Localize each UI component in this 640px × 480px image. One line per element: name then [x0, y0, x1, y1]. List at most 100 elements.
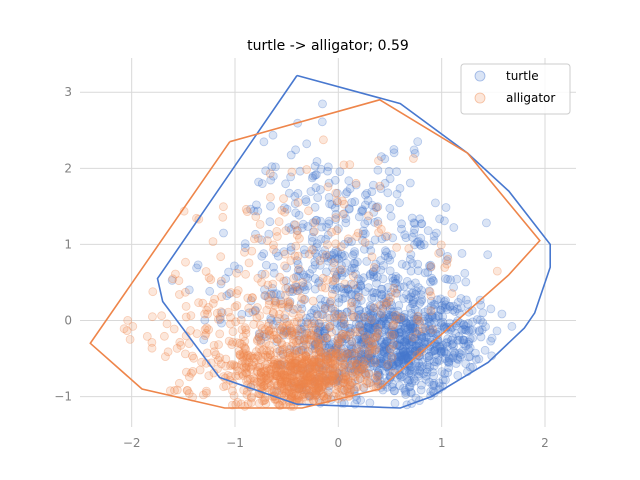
data-point — [361, 317, 371, 327]
data-point — [309, 305, 319, 315]
data-point — [388, 311, 398, 321]
data-point — [215, 315, 225, 324]
data-point — [371, 202, 381, 212]
data-point — [474, 327, 484, 337]
data-point — [405, 346, 415, 356]
data-point — [335, 352, 345, 362]
data-point — [296, 380, 306, 390]
data-point — [236, 315, 246, 325]
data-point — [405, 326, 415, 336]
data-point — [436, 318, 446, 328]
data-point — [357, 325, 367, 335]
data-point — [345, 360, 355, 370]
data-point — [409, 299, 418, 308]
data-point — [410, 240, 419, 250]
data-point — [387, 352, 397, 362]
data-point — [318, 135, 328, 145]
data-point — [363, 313, 373, 323]
data-point — [382, 362, 392, 372]
data-point — [387, 250, 396, 260]
data-point — [324, 251, 334, 260]
data-point — [400, 309, 410, 319]
data-point — [443, 368, 453, 378]
data-point — [459, 320, 469, 330]
data-point — [410, 334, 420, 344]
data-point — [402, 352, 412, 362]
data-point — [310, 218, 320, 228]
data-point — [429, 371, 439, 381]
data-point — [368, 321, 378, 331]
data-point — [324, 322, 334, 332]
data-point — [288, 284, 298, 294]
data-point — [292, 286, 302, 295]
data-point — [476, 300, 486, 310]
data-point — [339, 360, 349, 369]
data-point — [202, 323, 212, 333]
data-point — [400, 351, 409, 361]
data-point — [318, 310, 328, 320]
data-point — [249, 319, 259, 329]
data-point — [357, 362, 367, 372]
data-point — [311, 215, 321, 225]
data-point — [291, 241, 301, 251]
data-point — [450, 348, 460, 358]
data-point — [442, 256, 452, 266]
data-point — [320, 304, 330, 314]
data-point — [434, 248, 444, 258]
data-point — [385, 331, 395, 341]
data-point — [217, 318, 226, 328]
data-point — [347, 337, 357, 347]
data-point — [314, 276, 324, 286]
data-point — [261, 332, 271, 342]
data-point — [371, 332, 381, 342]
data-point — [451, 329, 461, 339]
data-point — [286, 224, 296, 234]
data-point — [405, 303, 415, 313]
data-point — [352, 361, 362, 371]
data-point — [331, 188, 341, 198]
data-point — [240, 247, 249, 257]
data-point — [365, 324, 375, 334]
data-point — [246, 296, 256, 306]
data-point — [409, 312, 419, 322]
data-point — [461, 325, 471, 335]
data-point — [373, 165, 383, 175]
data-point — [387, 327, 397, 337]
data-point — [436, 344, 446, 354]
data-point — [234, 264, 244, 274]
data-point — [333, 224, 343, 234]
data-point — [306, 187, 316, 196]
data-point — [314, 380, 324, 390]
data-point — [396, 350, 406, 360]
data-point — [393, 358, 403, 368]
data-point — [347, 305, 356, 315]
data-point — [373, 219, 383, 229]
data-point — [400, 385, 410, 395]
data-point — [289, 382, 299, 391]
data-point — [366, 246, 376, 256]
data-point — [272, 289, 281, 299]
data-point — [293, 260, 303, 269]
data-point — [439, 322, 449, 332]
data-point — [246, 364, 256, 374]
data-point — [438, 375, 448, 385]
data-point — [279, 330, 289, 340]
data-point — [385, 304, 395, 314]
data-point — [492, 326, 502, 336]
data-point — [417, 333, 427, 343]
data-point — [394, 315, 404, 325]
data-point — [426, 328, 436, 338]
data-point — [363, 340, 373, 350]
data-point — [379, 348, 389, 357]
data-point — [302, 317, 311, 327]
data-point — [343, 348, 353, 358]
data-point — [368, 355, 378, 365]
data-point — [314, 335, 323, 345]
data-point — [317, 117, 327, 127]
data-point — [366, 336, 376, 346]
data-point — [397, 335, 407, 345]
data-point — [417, 362, 427, 371]
data-point — [371, 264, 381, 274]
data-point — [401, 233, 411, 243]
data-point — [425, 362, 435, 372]
